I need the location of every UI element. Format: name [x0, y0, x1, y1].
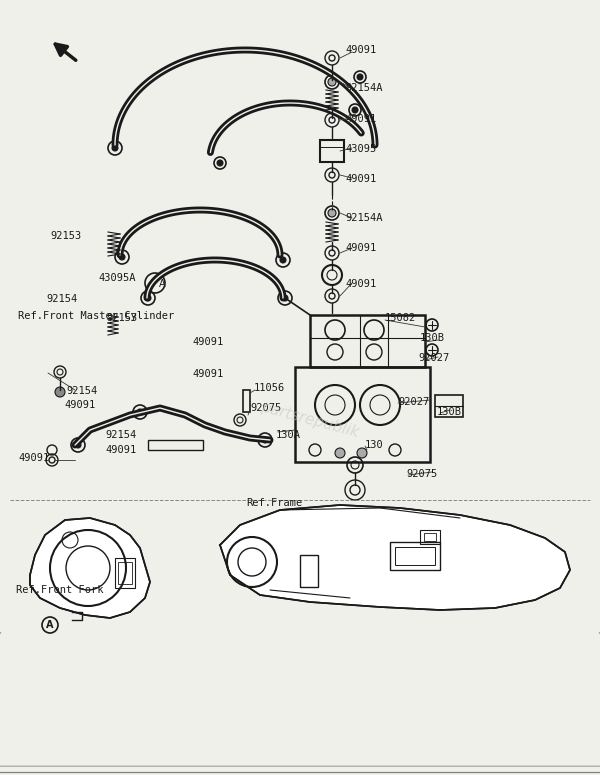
Circle shape: [328, 209, 336, 217]
Circle shape: [352, 107, 358, 113]
Text: 92154: 92154: [46, 294, 77, 304]
Circle shape: [357, 448, 367, 458]
Text: partsrepublik: partsrepublik: [259, 400, 361, 440]
Text: 92153: 92153: [50, 231, 81, 241]
Text: 92154: 92154: [105, 430, 136, 440]
Text: 49091: 49091: [18, 453, 49, 463]
Circle shape: [217, 160, 223, 166]
Bar: [420, 530, 440, 544]
Circle shape: [262, 437, 268, 443]
Text: 43095: 43095: [345, 144, 376, 154]
Text: 49091: 49091: [192, 337, 223, 347]
Circle shape: [357, 74, 363, 80]
Circle shape: [119, 254, 125, 260]
Bar: [118, 562, 132, 584]
Circle shape: [112, 145, 118, 151]
Bar: [320, 140, 344, 162]
Text: Ref.Front Master Cylinder: Ref.Front Master Cylinder: [18, 311, 174, 321]
Circle shape: [280, 257, 286, 263]
Circle shape: [55, 387, 65, 397]
Text: 92027: 92027: [398, 397, 429, 407]
Bar: [310, 315, 425, 367]
Bar: [395, 547, 435, 565]
Polygon shape: [30, 518, 150, 618]
Bar: [243, 390, 250, 412]
Bar: [295, 367, 430, 462]
Text: 92075: 92075: [406, 469, 437, 479]
Polygon shape: [220, 505, 570, 610]
Text: Ref.Frame: Ref.Frame: [246, 498, 302, 508]
Text: 130B: 130B: [437, 407, 462, 417]
Text: 49091: 49091: [64, 400, 95, 410]
Bar: [424, 533, 436, 541]
Text: 49091: 49091: [345, 45, 376, 55]
Text: 15082: 15082: [385, 313, 416, 323]
Text: 130A: 130A: [276, 430, 301, 440]
Bar: [390, 542, 440, 570]
Bar: [148, 440, 203, 450]
Circle shape: [145, 295, 151, 301]
Circle shape: [282, 295, 288, 301]
Text: A: A: [158, 279, 166, 289]
Text: Ref.Front Fork: Ref.Front Fork: [16, 585, 104, 595]
Bar: [115, 558, 135, 588]
Circle shape: [137, 409, 143, 415]
Circle shape: [328, 78, 336, 86]
Text: 49091: 49091: [345, 243, 376, 253]
Text: 49091: 49091: [345, 174, 376, 184]
Text: 43095A: 43095A: [98, 273, 136, 283]
Circle shape: [335, 448, 345, 458]
Text: 49091: 49091: [105, 445, 136, 455]
Text: 92027: 92027: [418, 353, 449, 363]
Text: 130: 130: [365, 440, 384, 450]
Text: 92075: 92075: [250, 403, 281, 413]
Bar: [300, 555, 318, 587]
Text: 92153: 92153: [106, 313, 137, 323]
Text: 49091: 49091: [345, 279, 376, 289]
Text: 49091: 49091: [345, 114, 376, 124]
Circle shape: [75, 442, 81, 448]
Text: 130B: 130B: [420, 333, 445, 343]
Text: 92154A: 92154A: [345, 83, 383, 93]
Text: A: A: [46, 620, 54, 630]
Text: 92154: 92154: [66, 386, 97, 396]
Text: 11056: 11056: [254, 383, 285, 393]
Bar: [435, 395, 463, 417]
Text: 92154A: 92154A: [345, 213, 383, 223]
Text: 49091: 49091: [192, 369, 223, 379]
